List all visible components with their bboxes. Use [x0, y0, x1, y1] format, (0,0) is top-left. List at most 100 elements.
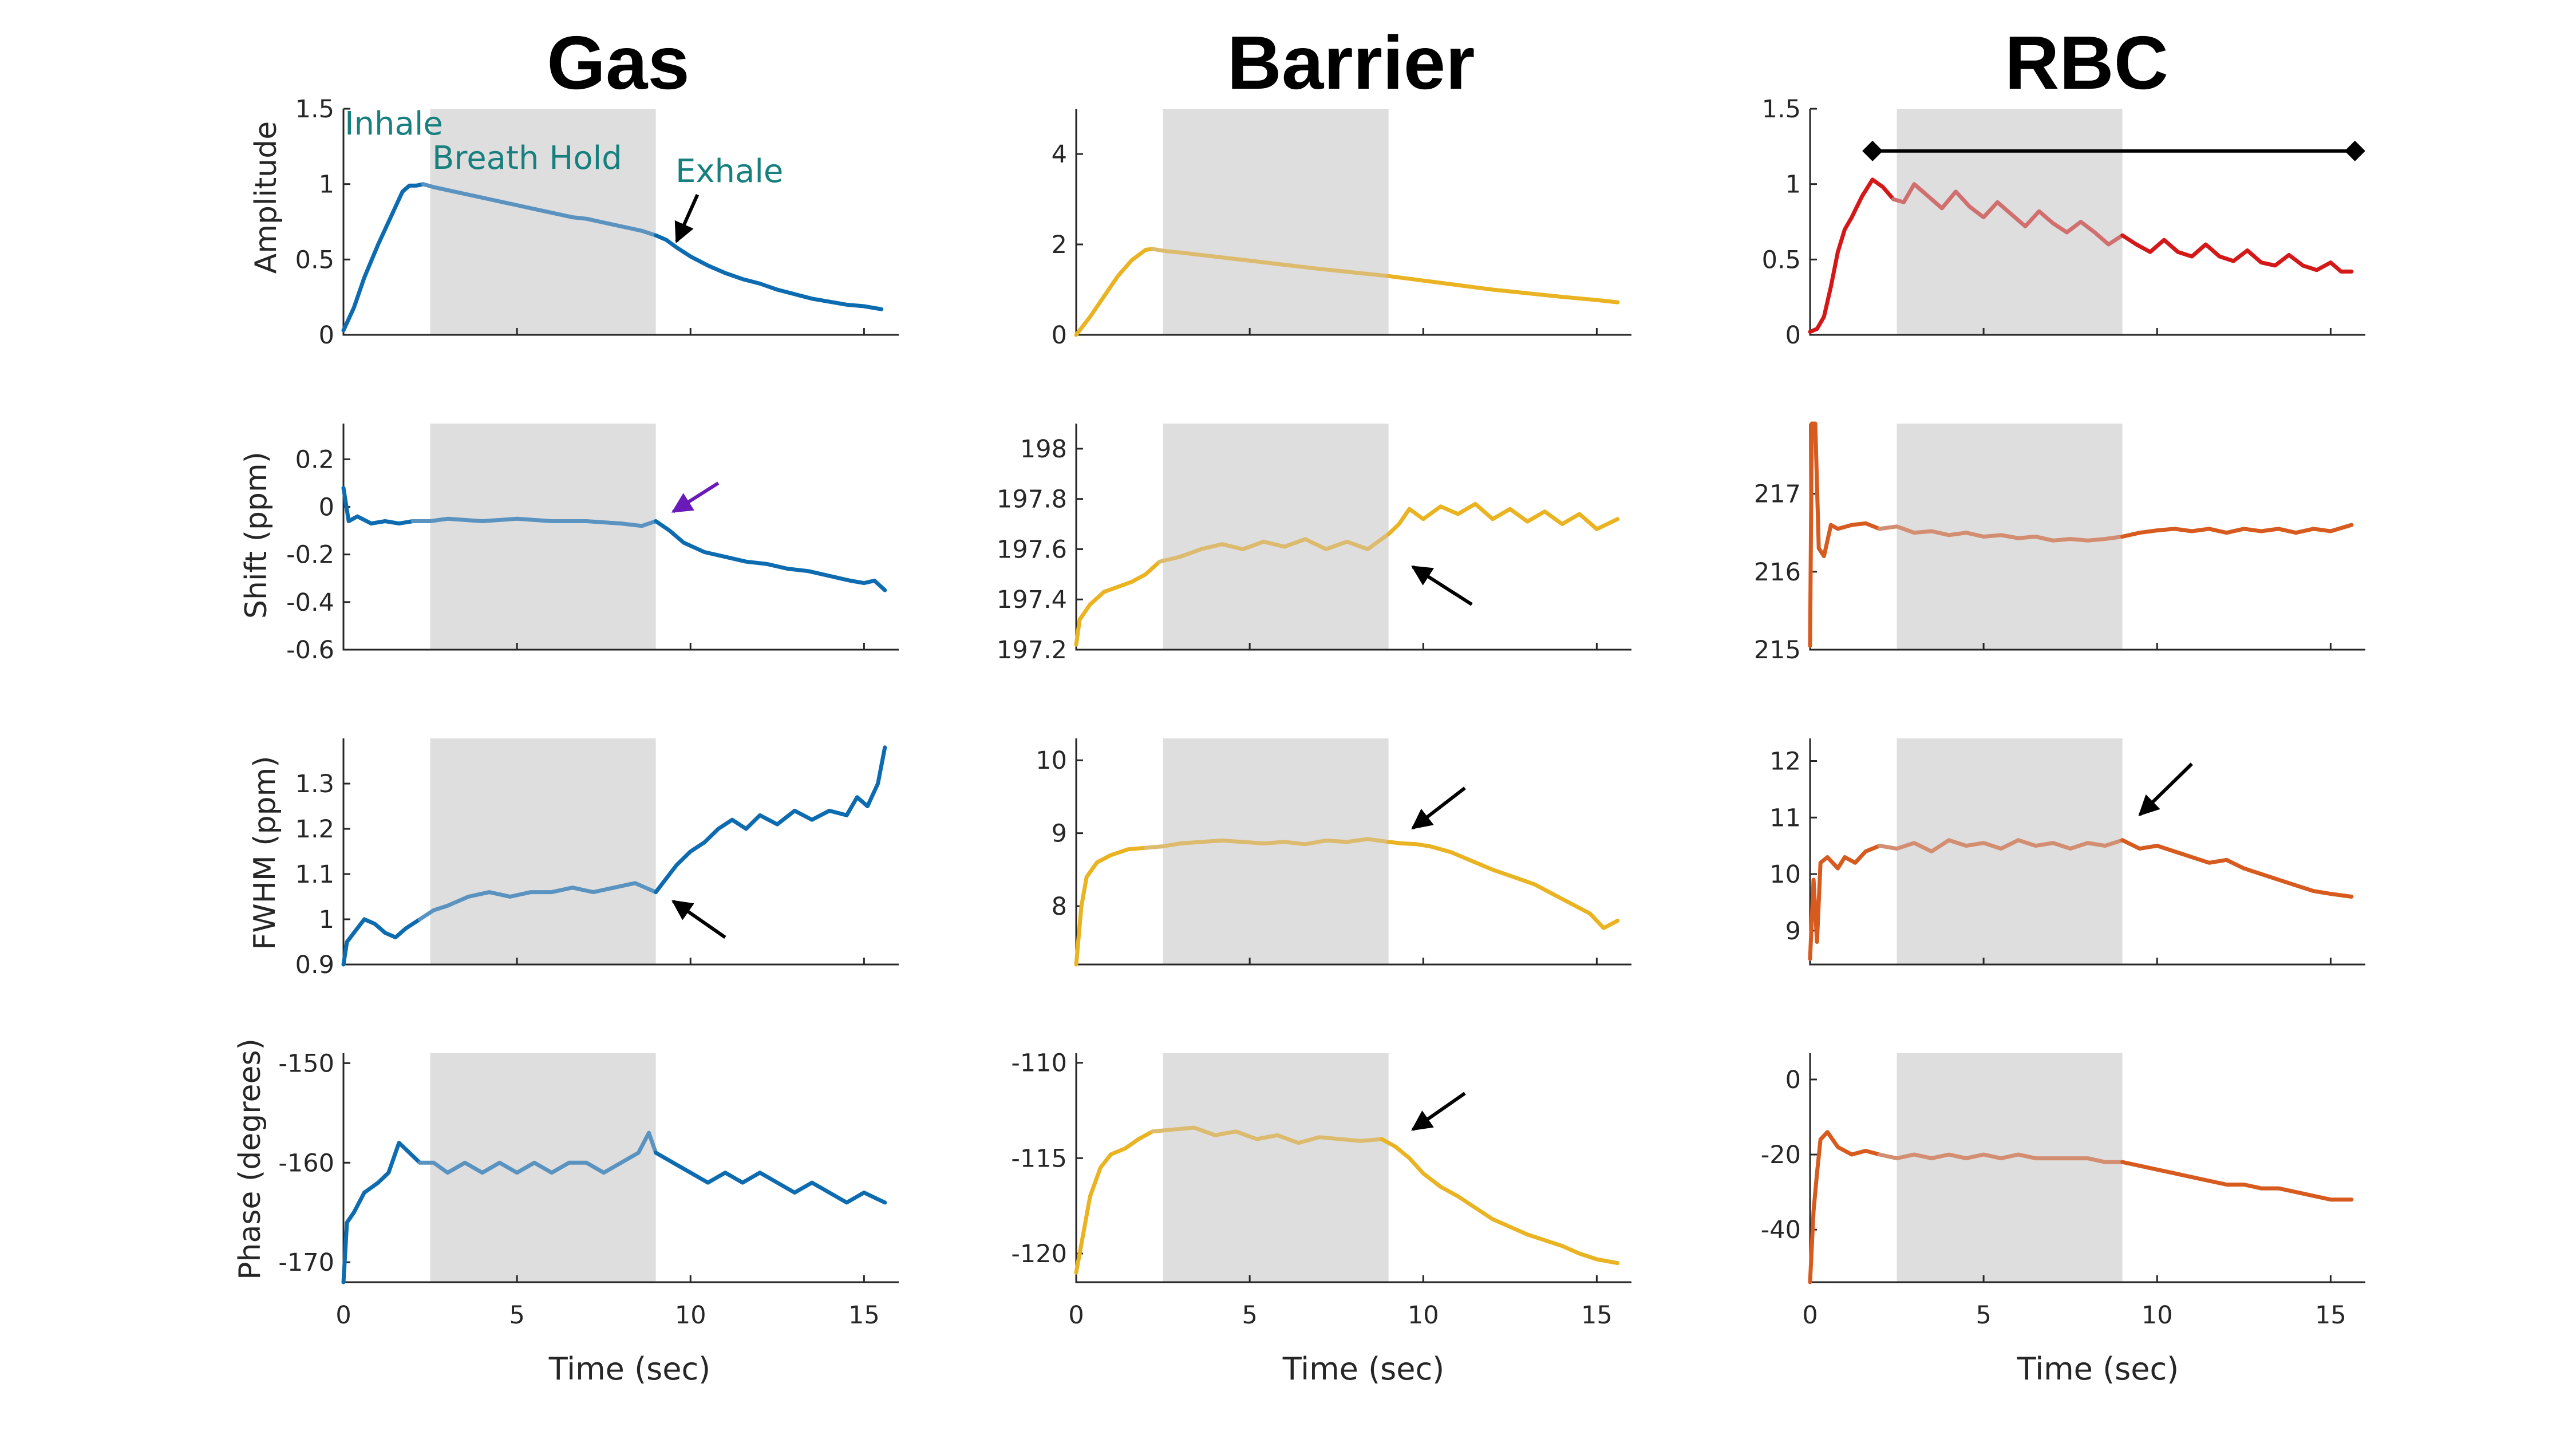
series-line-pre-hold	[341, 917, 422, 967]
y-tick-label: -150	[278, 1049, 334, 1078]
series-line-post-hold	[654, 745, 887, 895]
y-tick-label: 197.8	[997, 485, 1067, 514]
annotation-arrow	[1411, 786, 1466, 830]
panel-gas-amp: 0 0.5 1 1.5	[295, 95, 899, 350]
y-tick-label: -0.6	[286, 636, 334, 665]
y-tick-label: 9	[1785, 917, 1801, 946]
y-tick-label: 197.6	[997, 535, 1067, 564]
series-line-pre-hold	[1074, 247, 1155, 337]
col-title-barrier: Barrier	[1227, 21, 1475, 105]
annotation-arrow	[1411, 565, 1473, 606]
annotation-exhale: Exhale	[675, 153, 783, 190]
y-tick-label: -20	[1761, 1141, 1801, 1169]
breath-hold-band	[430, 738, 656, 964]
breath-hold-band	[1163, 738, 1389, 964]
panel-barrier-phase: -110 -115 -120 0 5 10 15	[1011, 1049, 1631, 1330]
y-tick-label: -115	[1011, 1144, 1067, 1173]
series-line-hold	[1157, 532, 1391, 564]
y-tick-label: -120	[1011, 1240, 1067, 1268]
ylabel-fwhm: FWHM (ppm)	[248, 756, 282, 950]
y-tick-label: 0	[319, 321, 334, 350]
x-tick-label: 5	[1242, 1301, 1257, 1330]
series-line-post-hold	[654, 1151, 887, 1205]
y-tick-label: 4	[1052, 140, 1067, 169]
panel-rbc-amp: 0 0.5 1 1.5	[1762, 95, 2365, 350]
y-tick-label: 197.4	[997, 586, 1067, 614]
y-tick-label: 0.5	[295, 246, 334, 274]
col-title-gas: Gas	[547, 21, 690, 105]
ylabel-shift: Shift (ppm)	[239, 452, 274, 619]
series-line-pre-hold	[1808, 844, 1882, 961]
series-line-hold	[1150, 247, 1391, 278]
xlabel-rbc: Time (sec)	[2017, 1351, 2179, 1387]
x-tick-label: 15	[848, 1301, 880, 1330]
annotation-inhale: Inhale	[345, 105, 443, 143]
annotation-breath-hold: Breath Hold	[432, 140, 622, 177]
x-tick-label: 10	[1408, 1301, 1439, 1330]
panel-rbc-fwhm: 9 10 11 12	[1769, 738, 2365, 966]
series-line-post-hold	[654, 233, 884, 311]
y-tick-label: 0	[1052, 321, 1067, 350]
breath-hold-band	[1163, 424, 1389, 650]
y-tick-label: 0	[319, 493, 334, 522]
series-line-post-hold	[2120, 838, 2354, 899]
y-tick-label: 1.5	[1762, 95, 1801, 124]
series-line-pre-hold	[1808, 421, 1882, 648]
x-tick-label: 0	[1802, 1301, 1818, 1330]
annotation-arrow	[674, 193, 700, 244]
x-tick-label: 5	[509, 1301, 524, 1330]
series-line-hold	[1143, 837, 1391, 850]
series-line-hold	[417, 881, 658, 922]
ylabel-phase: Phase (degrees)	[233, 1038, 267, 1280]
ylabel-amplitude: Amplitude	[249, 121, 283, 274]
series-line-post-hold	[654, 519, 887, 592]
col-title-rbc: RBC	[2005, 21, 2168, 105]
breath-hold-band	[1897, 109, 2123, 335]
series-line-post-hold	[1380, 1137, 1620, 1266]
series-line-post-hold	[2120, 233, 2354, 274]
breath-hold-band	[1163, 109, 1389, 335]
series-line-post-hold	[1386, 274, 1620, 305]
series-line-post-hold	[1386, 840, 1620, 930]
y-tick-label: 8	[1052, 892, 1067, 921]
series-line-hold	[1150, 1125, 1384, 1145]
y-tick-label: -0.4	[286, 588, 334, 617]
y-tick-label: 1.3	[295, 770, 334, 798]
span-marker-diamond	[1862, 140, 1883, 161]
series-line-hold	[410, 516, 658, 528]
y-tick-label: 12	[1769, 748, 1801, 776]
x-tick-label: 15	[2315, 1301, 2346, 1330]
y-tick-label: 1	[1785, 171, 1801, 199]
y-tick-label: 1	[319, 171, 334, 199]
y-tick-label: 1.1	[295, 860, 334, 889]
annotation-arrow	[2138, 762, 2193, 816]
panel-rbc-phase: 0 -20 -40 0 5 10 15	[1761, 1053, 2365, 1330]
breath-hold-band	[430, 424, 656, 650]
series-line-pre-hold	[1808, 177, 1895, 334]
series-line-post-hold	[2120, 523, 2354, 539]
y-tick-label: 0.5	[1762, 246, 1801, 274]
annotation-arrow	[1411, 1092, 1466, 1131]
y-tick-label: 0.2	[295, 445, 334, 474]
y-tick-label: 10	[1769, 860, 1801, 889]
x-tick-label: 0	[335, 1301, 351, 1330]
panel-rbc-shift: 217 216 215	[1754, 421, 2365, 665]
x-tick-label: 15	[1581, 1301, 1613, 1330]
x-tick-label: 5	[1976, 1301, 1991, 1330]
series-line-pre-hold	[1074, 845, 1148, 967]
series-line-post-hold	[1386, 501, 1620, 536]
y-tick-label: 0	[1785, 1066, 1801, 1094]
xlabel-gas: Time (sec)	[548, 1351, 711, 1387]
series-line-hold	[1877, 524, 2125, 543]
series-line-post-hold	[2120, 1160, 2354, 1202]
y-tick-label: 1.5	[295, 95, 334, 124]
series-line-hold	[417, 1130, 658, 1175]
y-tick-label: 216	[1754, 558, 1801, 587]
y-tick-label: 9	[1052, 820, 1067, 848]
panel-gas-fwhm: 0.9 1 1.1 1.2 1.3	[295, 738, 899, 979]
panel-gas-shift: 0.2 0 -0.2 -0.4 -0.6	[286, 424, 899, 665]
y-tick-label: 0.9	[295, 951, 334, 979]
x-tick-label: 0	[1068, 1301, 1084, 1330]
xlabel-barrier: Time (sec)	[1282, 1351, 1445, 1387]
y-tick-label: 10	[1036, 746, 1067, 775]
